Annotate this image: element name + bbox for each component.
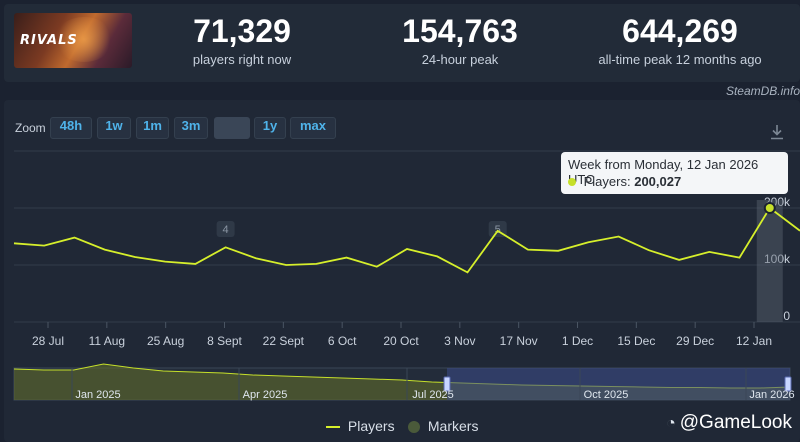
stat-alltime-peak: 644,269 all-time peak 12 months ago bbox=[590, 12, 770, 68]
x-tick-label: 29 Dec bbox=[676, 334, 714, 348]
x-tick-label: 12 Jan bbox=[736, 334, 772, 348]
stat-24h-peak: 154,763 24-hour peak bbox=[390, 12, 530, 68]
x-tick-label: 11 Aug bbox=[89, 334, 125, 348]
chart-tooltip: Week from Monday, 12 Jan 2026 UTC Player… bbox=[561, 152, 788, 194]
legend-item-markers[interactable]: Markers bbox=[408, 418, 478, 434]
navigator-left-handle bbox=[443, 376, 451, 392]
zoom-button-3m[interactable]: 3m bbox=[174, 117, 208, 139]
current-players-label: players right now bbox=[192, 52, 292, 67]
game-logo: RIVALS bbox=[20, 33, 78, 48]
stats-card bbox=[4, 4, 800, 82]
x-tick-label: 28 Jul bbox=[32, 334, 64, 348]
x-tick-label: 25 Aug bbox=[147, 334, 184, 348]
tooltip-series-dot bbox=[568, 178, 576, 186]
annotation-flag bbox=[216, 221, 235, 237]
gamelook-label: @GameLook bbox=[679, 412, 792, 433]
players-series-line bbox=[13, 206, 800, 274]
tooltip-series-label: Players: bbox=[583, 174, 631, 189]
x-tick-label: 3 Nov bbox=[444, 334, 475, 348]
x-tick-label: 20 Oct bbox=[383, 334, 419, 348]
zoom-button-custom[interactable] bbox=[214, 117, 250, 139]
stat-current: 71,329 players right now bbox=[180, 12, 304, 68]
tooltip-series-value: 200,027 bbox=[634, 174, 682, 189]
y-tick-label: 0 bbox=[783, 309, 790, 323]
highlight-band bbox=[756, 200, 783, 322]
x-tick-label: 1 Dec bbox=[562, 334, 593, 348]
zoom-button-1y[interactable]: 1y bbox=[254, 117, 286, 139]
alltime-peak-label: all-time peak 12 months ago bbox=[598, 52, 762, 67]
players-line-icon bbox=[326, 426, 340, 429]
game-thumbnail[interactable]: RIVALS bbox=[14, 13, 132, 68]
thumbnail-art bbox=[54, 17, 114, 62]
current-players-value: 71,329 bbox=[193, 13, 291, 49]
zoom-button-48h[interactable]: 48h bbox=[50, 117, 92, 139]
source-watermark[interactable]: SteamDB.info bbox=[725, 84, 800, 98]
legend-markers-label: Markers bbox=[427, 418, 479, 434]
x-tick-label: 22 Sept bbox=[263, 334, 305, 348]
legend-players-label: Players bbox=[347, 418, 395, 434]
navigator-label: Jan 2025 bbox=[75, 389, 120, 401]
peak-24h-label: 24-hour peak bbox=[421, 52, 499, 67]
annotation-label: 4 bbox=[223, 224, 229, 236]
navigator-label: Apr 2025 bbox=[243, 389, 288, 401]
navigator-label: Jan 2026 bbox=[749, 389, 794, 401]
download-icon[interactable] bbox=[770, 124, 784, 140]
highlighted-point bbox=[763, 201, 776, 214]
navigator-label: Oct 2025 bbox=[584, 389, 629, 401]
zoom-button-1m[interactable]: 1m bbox=[136, 117, 169, 139]
navigator-label: Jul 2025 bbox=[412, 389, 454, 401]
legend-item-players[interactable]: Players bbox=[326, 418, 395, 434]
alltime-peak-value: 644,269 bbox=[622, 13, 738, 49]
gamelook-watermark: ◔ @GameLook bbox=[666, 412, 792, 434]
peak-24h-value: 154,763 bbox=[402, 13, 518, 49]
x-tick-label: 8 Sept bbox=[207, 334, 242, 348]
weibo-icon: ◔ bbox=[666, 415, 676, 432]
tooltip-row: Players: 200,027 bbox=[568, 174, 681, 189]
x-tick-label: 15 Dec bbox=[617, 334, 655, 348]
x-tick-label: 17 Nov bbox=[500, 334, 538, 348]
navigator-right-handle bbox=[784, 376, 792, 392]
zoom-button-1w[interactable]: 1w bbox=[97, 117, 131, 139]
x-tick-label: 6 Oct bbox=[328, 334, 357, 348]
markers-dot-icon bbox=[408, 421, 420, 434]
zoom-button-max[interactable]: max bbox=[290, 117, 336, 139]
zoom-label: Zoom bbox=[15, 121, 46, 135]
navigator-selection bbox=[447, 368, 790, 400]
y-tick-label: 100k bbox=[764, 252, 791, 266]
